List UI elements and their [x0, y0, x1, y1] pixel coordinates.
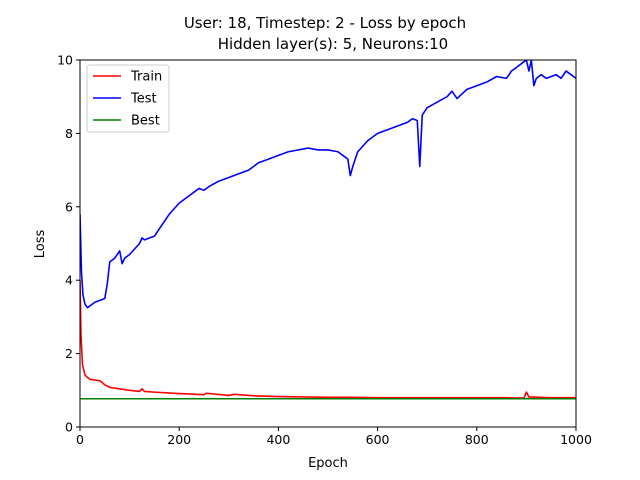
x-tick-label: 600: [366, 432, 390, 447]
plot-lines: [80, 60, 576, 400]
y-tick-label: 10: [57, 53, 73, 68]
x-tick-label: 400: [266, 432, 290, 447]
series-line-test: [80, 60, 576, 309]
legend-label-best: Best: [131, 114, 160, 129]
axis-ticks: 0 200 400 600 800 1000 0 2 4 6 8 10: [57, 53, 592, 448]
legend-label-train: Train: [130, 70, 162, 85]
x-tick-label: 200: [167, 432, 191, 447]
x-tick-label: 0: [76, 432, 84, 447]
series-line-train: [80, 280, 576, 399]
y-tick-label: 4: [65, 273, 73, 288]
y-axis-label: Loss: [33, 230, 48, 259]
legend-box: [86, 64, 170, 133]
plot-frame: [79, 59, 577, 428]
y-tick-label: 8: [65, 126, 73, 141]
x-tick-label: 800: [465, 432, 489, 447]
y-tick-label: 2: [65, 346, 73, 361]
y-tick-label: 0: [65, 420, 73, 435]
chart-title: User: 18, Timestep: 2 - Loss by epoch: [184, 14, 466, 32]
chart-subtitle: Hidden layer(s): 5, Neurons:10: [218, 35, 448, 53]
legend: Train Test Best: [86, 64, 170, 133]
legend-label-test: Test: [130, 92, 157, 107]
y-tick-label: 6: [65, 199, 73, 214]
x-tick-label: 1000: [560, 432, 592, 447]
x-axis-label: Epoch: [308, 456, 348, 471]
